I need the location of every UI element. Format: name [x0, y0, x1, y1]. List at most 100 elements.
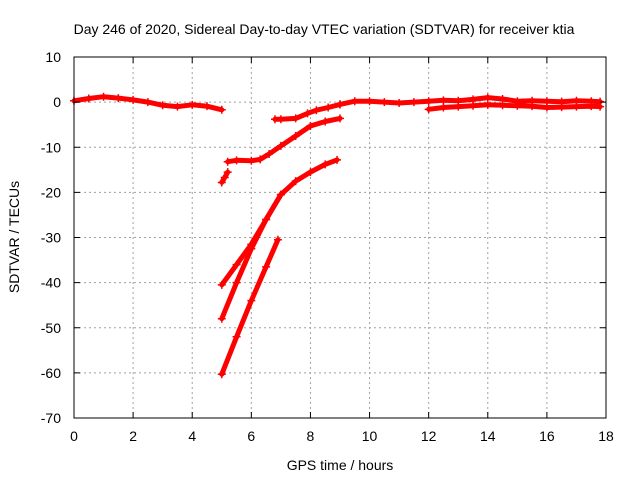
data-point — [513, 101, 522, 110]
y-tick-label: 10 — [45, 49, 61, 65]
data-point — [256, 155, 265, 164]
data-point — [265, 150, 274, 159]
data-point — [291, 114, 300, 123]
series-baseline-early — [70, 92, 226, 114]
data-point — [306, 122, 315, 131]
data-point — [203, 102, 211, 111]
data-point — [217, 370, 226, 379]
y-tick-label: 0 — [53, 94, 61, 110]
data-point — [380, 98, 389, 107]
data-point — [232, 260, 241, 269]
data-point — [291, 131, 300, 140]
data-point — [498, 101, 507, 110]
data-point — [303, 109, 312, 118]
x-tick-label: 18 — [598, 428, 614, 444]
data-point — [336, 100, 344, 109]
axis-ticks: 0 2 4 6 8 10 12 14 16 18 -70 -60 -50 -40 -30 -20 -10 0 10 — [41, 49, 614, 444]
y-tick-label: -60 — [41, 365, 61, 381]
data-point — [350, 97, 359, 106]
data-point — [217, 178, 226, 187]
series-trace — [219, 237, 281, 377]
data-point — [483, 100, 492, 109]
data-point — [262, 262, 271, 271]
data-point — [217, 314, 226, 323]
x-tick-label: 6 — [247, 428, 255, 444]
data-series — [70, 92, 605, 379]
data-point — [276, 141, 285, 150]
data-point — [336, 114, 344, 123]
data-point — [276, 190, 285, 199]
data-point — [188, 100, 197, 109]
x-tick-label: 4 — [188, 428, 196, 444]
grid — [74, 57, 606, 418]
chart-title: Day 246 of 2020, Sidereal Day-to-day VTE… — [74, 21, 575, 37]
series-track-c — [217, 155, 342, 289]
y-tick-label: -50 — [41, 320, 61, 336]
data-point — [158, 101, 167, 110]
data-point — [291, 177, 300, 186]
data-point — [454, 102, 463, 111]
data-point — [173, 102, 182, 111]
data-point — [409, 98, 418, 107]
data-point — [395, 99, 404, 108]
x-tick-label: 16 — [539, 428, 555, 444]
data-point — [424, 97, 433, 106]
data-point — [232, 332, 241, 341]
data-point — [247, 244, 256, 253]
x-tick-label: 8 — [307, 428, 315, 444]
y-tick-label: -30 — [41, 230, 61, 246]
data-point — [306, 168, 315, 177]
data-point — [469, 101, 477, 110]
data-point — [273, 235, 282, 244]
data-point — [99, 92, 108, 101]
data-point — [129, 95, 138, 104]
data-point — [220, 173, 229, 182]
x-tick-label: 0 — [70, 428, 78, 444]
data-point — [542, 103, 551, 112]
data-point — [232, 156, 241, 165]
data-point — [424, 105, 433, 114]
series-track-e — [217, 235, 282, 379]
data-point — [596, 102, 605, 111]
data-point — [276, 115, 285, 124]
x-tick-label: 12 — [421, 428, 437, 444]
y-tick-label: -10 — [41, 139, 61, 155]
y-tick-label: -20 — [41, 184, 61, 200]
data-point — [262, 215, 271, 224]
x-tick-label: 14 — [480, 428, 496, 444]
series-trace — [225, 115, 343, 165]
y-tick-label: -40 — [41, 275, 61, 291]
data-point — [324, 103, 333, 112]
data-point — [587, 102, 596, 111]
data-point — [483, 93, 492, 102]
series-track-b — [223, 114, 344, 166]
data-point — [223, 157, 232, 166]
data-point — [557, 103, 566, 112]
data-point — [247, 296, 256, 305]
y-axis-title: SDTVAR / TECUs — [6, 181, 22, 293]
series-baseline-low — [424, 100, 605, 114]
data-point — [312, 106, 321, 115]
x-tick-label: 10 — [362, 428, 378, 444]
data-point — [439, 96, 448, 105]
series-track-d — [217, 190, 285, 323]
data-point — [365, 97, 374, 106]
data-point — [439, 103, 448, 112]
data-point — [217, 105, 226, 114]
data-point — [321, 160, 330, 169]
series-track-a — [270, 100, 344, 124]
data-point — [528, 102, 537, 111]
data-point — [217, 280, 226, 289]
data-point — [232, 278, 241, 287]
data-point — [143, 98, 152, 107]
data-point — [321, 117, 330, 126]
data-point — [333, 155, 342, 164]
series-trace — [219, 157, 340, 288]
y-tick-label: -70 — [41, 410, 61, 426]
data-point — [84, 94, 93, 103]
series-track-b-start — [217, 168, 232, 187]
data-point — [223, 168, 232, 177]
x-axis-title: GPS time / hours — [287, 457, 394, 473]
data-point — [247, 156, 256, 165]
